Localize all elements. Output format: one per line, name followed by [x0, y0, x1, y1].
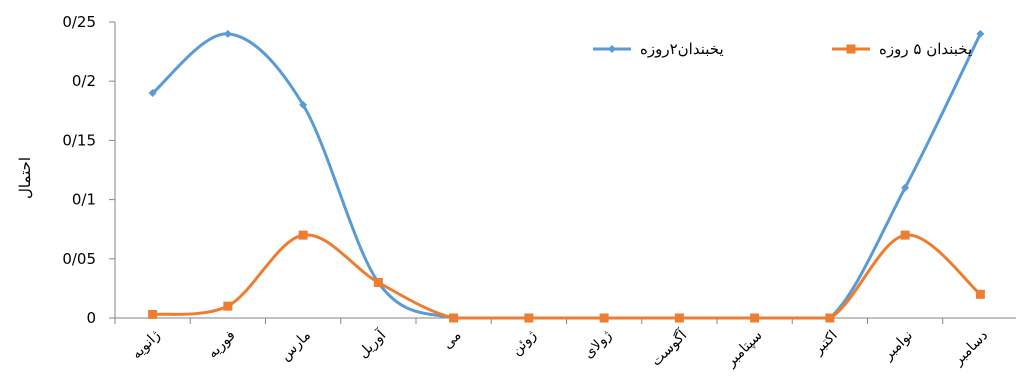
- legend-item: یخبندان ۵ روزه: [832, 40, 972, 58]
- legend-label: یخبندان ۵ روزه: [879, 40, 972, 58]
- legend-item: یخبندان۲روزه: [593, 40, 724, 58]
- y-tick-label: 0: [86, 309, 96, 327]
- y-tick-label: 0/2: [72, 72, 96, 90]
- series-line: [151, 32, 982, 320]
- legend-swatch-marker: [846, 44, 856, 54]
- y-axis-title: احتمال: [16, 157, 34, 199]
- data-point: [449, 313, 459, 323]
- series-1: [148, 29, 985, 322]
- y-tick-label: 0/25: [62, 13, 96, 31]
- y-tick-label: 0/05: [62, 250, 96, 268]
- y-tick-label: 0/1: [72, 191, 96, 209]
- data-point: [975, 289, 985, 299]
- legend-swatch-marker: [608, 45, 616, 53]
- series-line: [152, 233, 982, 320]
- series-group: [148, 29, 985, 323]
- data-point: [976, 29, 985, 38]
- data-point: [373, 277, 383, 287]
- x-tick-label: مارس: [277, 328, 314, 365]
- x-tick-label: نوامبر: [880, 328, 916, 364]
- data-point: [900, 230, 910, 240]
- data-point: [298, 230, 308, 240]
- data-point: [750, 313, 760, 323]
- x-tick-label: دسامبر: [950, 328, 991, 369]
- legend-label: یخبندان۲روزه: [640, 40, 724, 58]
- x-tick-label: ژولای: [581, 327, 615, 361]
- data-point: [223, 29, 232, 38]
- data-point: [674, 313, 684, 323]
- x-tick-label: سپتامبر: [722, 328, 765, 371]
- x-tick-label: فوریه: [205, 328, 239, 362]
- y-tick-label: 0/15: [62, 131, 96, 149]
- x-tick-label: ژوئن: [509, 327, 540, 358]
- x-tick-label: آوریل: [354, 325, 390, 361]
- x-tick-label: اکتبر: [810, 328, 841, 359]
- series-2: [148, 230, 985, 323]
- x-tick-label: ژانویه: [129, 327, 164, 362]
- data-point: [148, 89, 157, 98]
- data-point: [148, 309, 158, 319]
- x-tick-label: می: [440, 328, 465, 353]
- x-tick-label: آگوست: [647, 325, 691, 369]
- data-point: [901, 183, 910, 192]
- data-point: [599, 313, 609, 323]
- data-point: [524, 313, 534, 323]
- x-tick-labels: ژانویه فوریه مارس آوریل می ژوئن ژولای آگوست سپتا…: [129, 325, 992, 370]
- chart-axes: [109, 21, 1016, 324]
- y-tick-labels: 0 0/05 0/1 0/15 0/2 0/25: [62, 13, 96, 327]
- data-point: [299, 100, 308, 109]
- data-point: [223, 301, 233, 311]
- legend: یخبندان ۵ روزه یخبندان۲روزه: [593, 40, 972, 58]
- data-point: [825, 313, 835, 323]
